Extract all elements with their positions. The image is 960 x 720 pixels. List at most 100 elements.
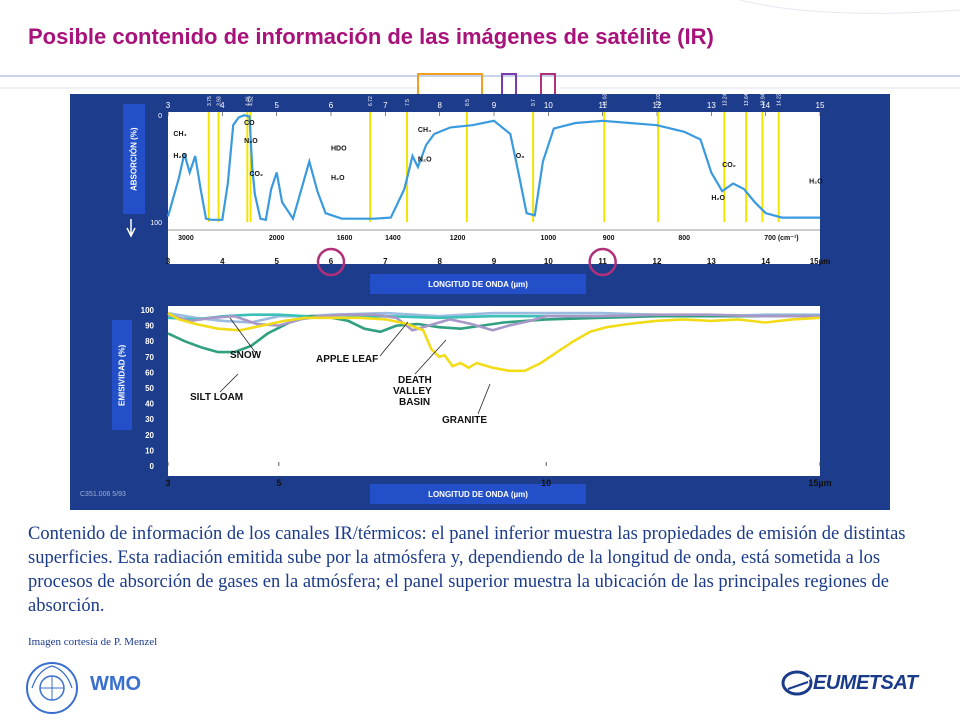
emissivity-tick-label: 50 — [145, 384, 154, 393]
series-annotation: APPLE LEAF — [316, 354, 378, 365]
accent-purple-box — [501, 73, 517, 97]
wavelength-tick-label: 15µm — [810, 257, 831, 266]
gas-label: CO₂ — [250, 171, 264, 178]
wavelength-tick-label: 9 — [492, 257, 497, 266]
wavenumber-label: 900 — [603, 235, 615, 242]
image-credit: Imagen cortesía de P. Menzel — [28, 636, 158, 648]
wavelength-tick-label: 14 — [761, 257, 770, 266]
channel-label: 13.64 — [744, 94, 750, 106]
wavenumber-label: 700 (cm⁻¹) — [764, 235, 798, 242]
top-xaxis-label: LONGITUD DE ONDA (µm) — [370, 274, 586, 294]
gas-label: N₂O — [418, 157, 432, 164]
emissivity-tick-label: 90 — [145, 322, 154, 331]
wavelength-tick-label: 10 — [544, 257, 553, 266]
wavenumber-label: 1400 — [385, 235, 401, 242]
highlight-circle — [588, 247, 617, 277]
wmo-logo — [26, 662, 78, 714]
series-annotation: BASIN — [399, 397, 430, 408]
channel-label: 4.46 — [245, 96, 251, 106]
gas-label: CH₄ — [418, 127, 431, 134]
wavenumber-label: 800 — [678, 235, 690, 242]
wavelength-tick-label: 7 — [383, 257, 388, 266]
gas-label: N₂O — [244, 138, 258, 145]
channel-label: 8.5 — [465, 99, 471, 106]
page-title: Posible contenido de información de las … — [28, 24, 714, 49]
series-annotation: SILT LOAM — [190, 392, 243, 403]
wavelength-tick-label: 13 — [707, 257, 716, 266]
wavelength-tick-label: 12 — [653, 257, 662, 266]
top-tick-label: 11 — [599, 101, 608, 110]
channel-label: 3.93 — [217, 96, 223, 106]
top-tick-label: 9 — [492, 101, 497, 110]
annotation-leader — [414, 339, 447, 375]
annotation-leader — [219, 373, 239, 393]
top-tick-label: 14 — [761, 101, 770, 110]
series-annotation: DEATH — [398, 375, 432, 386]
gas-label: CO — [244, 120, 255, 127]
wmo-label: WMO — [90, 673, 142, 695]
channel-label: 7.5 — [405, 99, 411, 106]
wavelength-tick-label: 11 — [598, 257, 607, 266]
emissivity-panel — [168, 306, 820, 476]
channel-label: 14.22 — [777, 94, 783, 106]
gas-label: H₂O — [173, 153, 187, 160]
gas-label: O₃ — [516, 153, 525, 160]
emissivity-tick-label: 10 — [145, 446, 154, 455]
eumetsat-label: EUMETSAT — [813, 672, 918, 694]
top-tick-label: 3 — [166, 101, 171, 110]
top-tick-label: 6 — [329, 101, 334, 110]
wavenumber-label: 1600 — [337, 235, 353, 242]
top-tick-label: 13 — [707, 101, 716, 110]
emissivity-xtick-label: 5 — [276, 478, 281, 488]
emissivity-xtick-label: 15µm — [808, 478, 831, 488]
emissivity-tick-label: 40 — [145, 400, 154, 409]
top-tick-label: 12 — [653, 101, 662, 110]
gas-label: H₂O — [331, 175, 345, 182]
wavelength-tick-label: 8 — [437, 257, 442, 266]
emissivity-xtick-label: 3 — [165, 478, 170, 488]
gas-label: H₂O — [809, 179, 823, 186]
emissivity-tick-label: 100 — [141, 306, 155, 315]
wavelength-tick-label: 3 — [166, 257, 171, 266]
spectrum-figure: ABSORCIÓN (%) LONGITUD DE ONDA (µm) EMIS… — [70, 94, 890, 510]
gas-label: CO₂ — [722, 162, 736, 169]
top-tick-label: 4 — [220, 101, 225, 110]
top-tick-label: 7 — [383, 101, 388, 110]
wavelength-tick-label: 6 — [329, 257, 334, 266]
emissivity-series-silt-loam — [167, 314, 820, 354]
emissivity-series-granite — [167, 311, 821, 373]
accent-purple-box — [540, 73, 556, 97]
absorption-tick-100: 100 — [150, 220, 162, 227]
header-arc — [739, 0, 960, 14]
wavenumber-label: 1200 — [450, 235, 466, 242]
bottom-xaxis-label: LONGITUD DE ONDA (µm) — [370, 484, 586, 504]
emissivity-tick-label: 0 — [150, 462, 155, 471]
annotation-leader — [379, 321, 409, 357]
absorption-panel — [168, 112, 820, 264]
emissivity-tick-label: 20 — [145, 431, 154, 440]
wavenumber-label: 1000 — [541, 235, 557, 242]
channel-label: 13.94 — [760, 94, 766, 106]
eumetsat-logo — [781, 670, 813, 696]
channel-label: 12.02 — [656, 94, 662, 106]
wavenumber-label: 2000 — [269, 235, 285, 242]
top-tick-label: 5 — [274, 101, 279, 110]
emissivity-tick-label: 70 — [145, 353, 154, 362]
description-paragraph: Contenido de información de los canales … — [28, 524, 906, 616]
down-arrow-icon — [126, 219, 136, 238]
channel-label: 13.24 — [722, 94, 728, 106]
wavelength-tick-label: 5 — [274, 257, 279, 266]
gas-label: HDO — [331, 146, 347, 153]
top-tick-label: 10 — [544, 101, 553, 110]
wavelength-tick-label: 4 — [220, 257, 225, 266]
wavenumber-label: 3000 — [178, 235, 194, 242]
series-annotation: SNOW — [230, 350, 262, 361]
gas-label: H₂O — [711, 195, 725, 202]
absorption-tick-0: 0 — [158, 113, 162, 120]
annotation-leader — [477, 383, 491, 415]
emissivity-tick-label: 30 — [145, 415, 154, 424]
series-annotation: VALLEY — [393, 386, 432, 397]
highlight-circle — [316, 247, 346, 277]
channel-label: 3.75 — [207, 96, 213, 106]
emissivity-tick-label: 60 — [145, 368, 154, 377]
